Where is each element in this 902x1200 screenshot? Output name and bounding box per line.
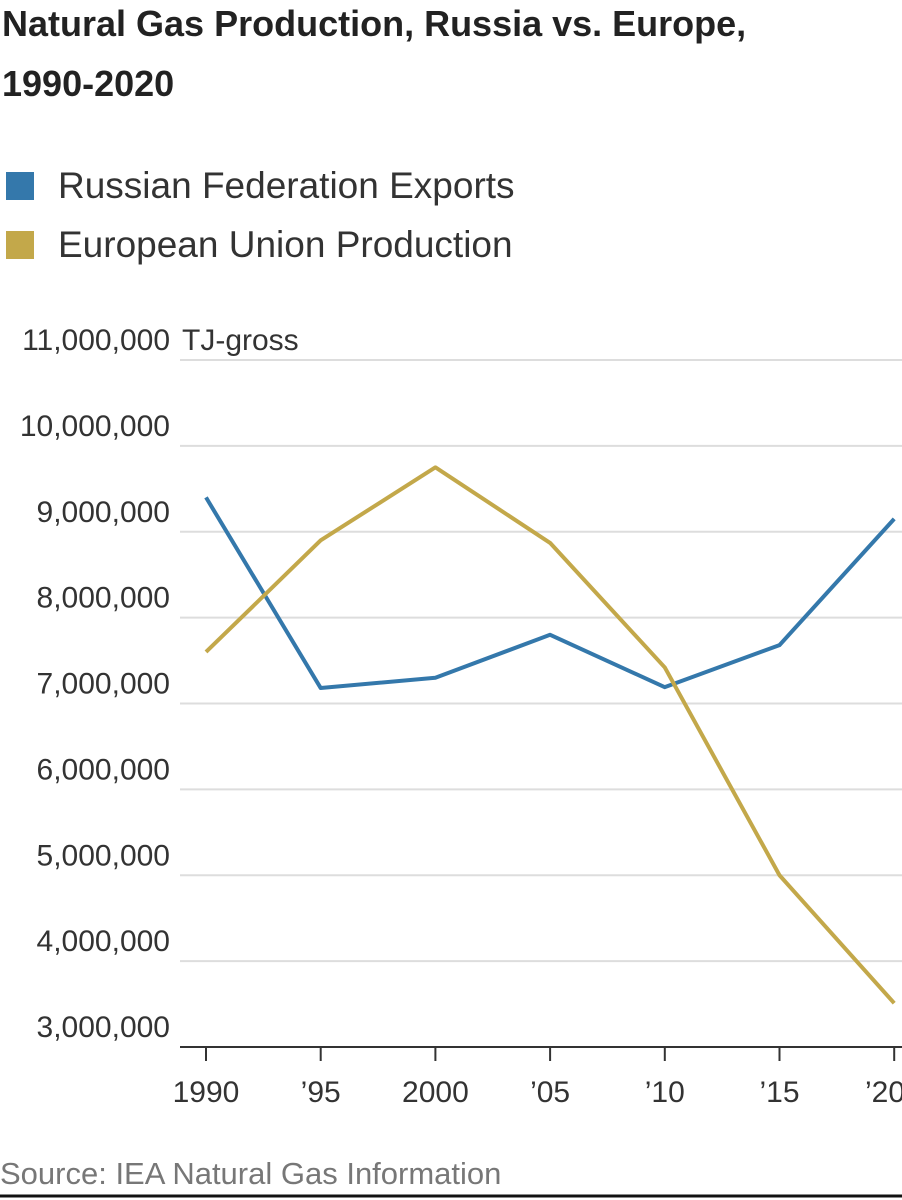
legend-label: Russian Federation Exports xyxy=(58,165,515,206)
y-tick-label: 8,000,000 xyxy=(37,582,170,615)
y-tick-label: 11,000,000 xyxy=(22,324,170,357)
y-tick-label: 3,000,000 xyxy=(37,1011,170,1044)
x-tick-label: ’20 xyxy=(865,1076,902,1109)
y-tick-label: 10,000,000 xyxy=(20,410,170,443)
y-tick-label: 9,000,000 xyxy=(37,496,170,529)
chart-title: 1990-2020 xyxy=(2,63,174,104)
x-tick-label: ’05 xyxy=(530,1076,570,1109)
series-line xyxy=(204,465,896,1005)
y-tick-label: 4,000,000 xyxy=(37,925,170,958)
legend-swatch xyxy=(6,231,34,259)
x-tick-label: ’10 xyxy=(645,1076,685,1109)
y-tick-label: 5,000,000 xyxy=(37,839,170,872)
y-tick-label: 7,000,000 xyxy=(37,668,170,701)
chart-title: Natural Gas Production, Russia vs. Europ… xyxy=(2,3,746,44)
source: Source: IEA Natural Gas Information xyxy=(0,1156,501,1191)
legend-swatch xyxy=(6,172,34,200)
y-tick-label: 6,000,000 xyxy=(37,753,170,786)
y-unit: TJ-gross xyxy=(182,324,299,357)
x-tick-label: ’15 xyxy=(759,1076,799,1109)
x-tick-label: ’95 xyxy=(301,1076,341,1109)
legend-label: European Union Production xyxy=(58,224,513,265)
x-tick-label: 2000 xyxy=(402,1076,469,1109)
series-line xyxy=(204,496,896,691)
x-tick-label: 1990 xyxy=(173,1076,240,1109)
